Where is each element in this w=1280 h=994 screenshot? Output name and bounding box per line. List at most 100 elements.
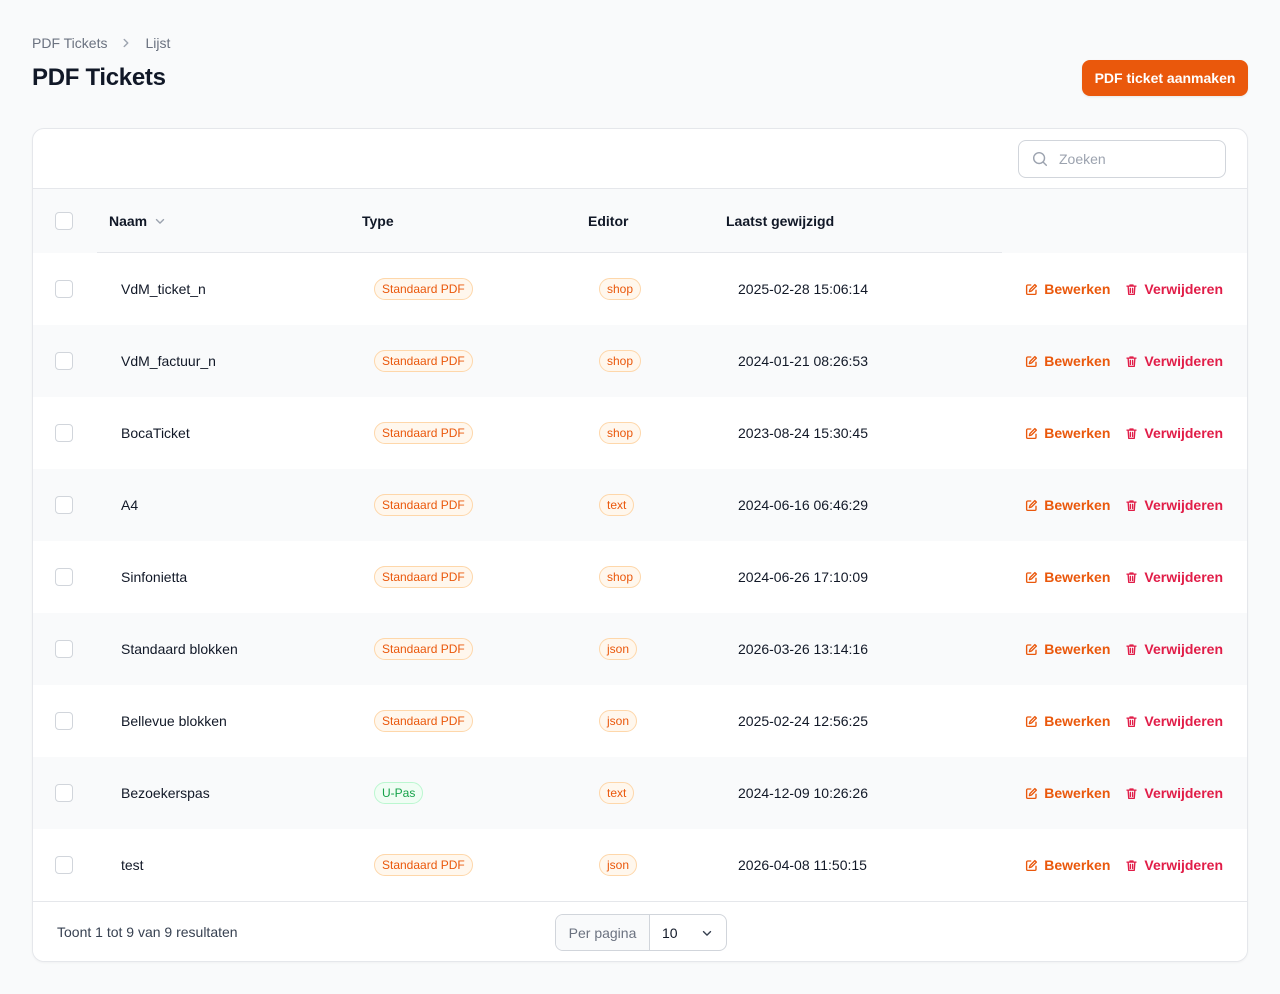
- edit-button[interactable]: Bewerken: [1024, 569, 1110, 585]
- row-checkbox[interactable]: [55, 856, 73, 874]
- table-body: VdM_ticket_n Standaard PDF shop 2025-02-…: [33, 253, 1247, 901]
- row-name: VdM_ticket_n: [121, 281, 206, 297]
- trash-icon: [1126, 355, 1138, 367]
- page-title: PDF Tickets: [32, 64, 166, 91]
- create-pdf-ticket-button[interactable]: PDF ticket aanmaken: [1082, 60, 1248, 96]
- column-header-name[interactable]: Naam: [109, 189, 167, 253]
- editor-badge: shop: [599, 350, 642, 372]
- table-row: A4 Standaard PDF text 2024-06-16 06:46:2…: [33, 469, 1247, 541]
- per-page-label: Per pagina: [556, 915, 650, 950]
- column-header-name-label: Naam: [109, 213, 148, 229]
- delete-button[interactable]: Verwijderen: [1124, 857, 1223, 873]
- editor-badge: json: [599, 710, 638, 732]
- delete-button[interactable]: Verwijderen: [1124, 497, 1223, 513]
- editor-badge: shop: [599, 566, 642, 588]
- row-checkbox[interactable]: [55, 424, 73, 442]
- row-name: Bellevue blokken: [121, 713, 227, 729]
- table-row: VdM_factuur_n Standaard PDF shop 2024-01…: [33, 325, 1247, 397]
- edit-button[interactable]: Bewerken: [1024, 857, 1110, 873]
- table-row: BocaTicket Standaard PDF shop 2023-08-24…: [33, 397, 1247, 469]
- row-name: BocaTicket: [121, 425, 190, 441]
- table-row: Sinfonietta Standaard PDF shop 2024-06-2…: [33, 541, 1247, 613]
- per-page-selector[interactable]: Per pagina 10: [555, 914, 727, 951]
- edit-icon: [1026, 427, 1038, 439]
- row-name: Bezoekerspas: [121, 785, 210, 801]
- edit-button[interactable]: Bewerken: [1024, 713, 1110, 729]
- type-badge: Standaard PDF: [374, 638, 473, 660]
- edit-button-label: Bewerken: [1044, 281, 1111, 297]
- delete-button-label: Verwijderen: [1144, 353, 1223, 369]
- breadcrumb: PDF Tickets Lijst: [32, 35, 170, 51]
- delete-button[interactable]: Verwijderen: [1124, 281, 1223, 297]
- delete-button[interactable]: Verwijderen: [1124, 713, 1223, 729]
- row-name: test: [121, 857, 144, 873]
- edit-icon: [1026, 643, 1038, 655]
- row-actions: Bewerken Verwijderen: [1024, 325, 1223, 397]
- type-badge: Standaard PDF: [374, 494, 473, 516]
- chevron-right-icon: [119, 36, 133, 50]
- row-checkbox[interactable]: [55, 352, 73, 370]
- trash-icon: [1126, 427, 1138, 439]
- row-type-cell: Standaard PDF: [374, 613, 473, 685]
- editor-badge: json: [599, 638, 638, 660]
- edit-button[interactable]: Bewerken: [1024, 353, 1110, 369]
- row-type-cell: Standaard PDF: [374, 325, 473, 397]
- row-editor-cell: shop: [599, 325, 642, 397]
- edit-icon: [1026, 499, 1038, 511]
- search-box[interactable]: [1018, 140, 1226, 178]
- edit-button[interactable]: Bewerken: [1024, 425, 1110, 441]
- delete-button-label: Verwijderen: [1144, 857, 1223, 873]
- edit-button-label: Bewerken: [1044, 497, 1111, 513]
- edit-button[interactable]: Bewerken: [1024, 497, 1110, 513]
- delete-button[interactable]: Verwijderen: [1124, 641, 1223, 657]
- table-row: Bellevue blokken Standaard PDF json 2025…: [33, 685, 1247, 757]
- row-editor-cell: json: [599, 829, 638, 901]
- edit-icon: [1026, 355, 1038, 367]
- row-name: Standaard blokken: [121, 641, 238, 657]
- type-badge: Standaard PDF: [374, 854, 473, 876]
- select-all-checkbox[interactable]: [55, 212, 73, 230]
- tickets-table-card: Naam Type Editor Laatst gewijzigd VdM_ti…: [32, 128, 1248, 962]
- row-actions: Bewerken Verwijderen: [1024, 541, 1223, 613]
- per-page-select[interactable]: 10: [650, 915, 726, 950]
- row-checkbox[interactable]: [55, 784, 73, 802]
- type-badge: U-Pas: [374, 782, 424, 804]
- search-input[interactable]: [1059, 151, 1209, 167]
- row-modified: 2023-08-24 15:30:45: [738, 425, 868, 441]
- row-editor-cell: json: [599, 613, 638, 685]
- edit-button[interactable]: Bewerken: [1024, 641, 1110, 657]
- row-modified: 2026-04-08 11:50:15: [738, 857, 867, 873]
- delete-button-label: Verwijderen: [1144, 425, 1223, 441]
- row-name: VdM_factuur_n: [121, 353, 216, 369]
- edit-button-label: Bewerken: [1044, 353, 1111, 369]
- breadcrumb-root-link[interactable]: PDF Tickets: [32, 35, 108, 51]
- delete-button[interactable]: Verwijderen: [1124, 425, 1223, 441]
- row-checkbox[interactable]: [55, 712, 73, 730]
- column-header-type: Type: [362, 213, 394, 229]
- row-modified: 2025-02-24 12:56:25: [738, 713, 868, 729]
- row-actions: Bewerken Verwijderen: [1024, 397, 1223, 469]
- row-actions: Bewerken Verwijderen: [1024, 469, 1223, 541]
- row-actions: Bewerken Verwijderen: [1024, 757, 1223, 829]
- row-editor-cell: shop: [599, 397, 642, 469]
- edit-icon: [1026, 859, 1038, 871]
- edit-button[interactable]: Bewerken: [1024, 785, 1110, 801]
- row-actions: Bewerken Verwijderen: [1024, 613, 1223, 685]
- delete-button[interactable]: Verwijderen: [1124, 569, 1223, 585]
- row-editor-cell: text: [599, 469, 635, 541]
- row-type-cell: Standaard PDF: [374, 469, 473, 541]
- row-editor-cell: shop: [599, 541, 642, 613]
- row-checkbox[interactable]: [55, 280, 73, 298]
- row-type-cell: Standaard PDF: [374, 397, 473, 469]
- delete-button-label: Verwijderen: [1144, 281, 1223, 297]
- row-modified: 2024-06-26 17:10:09: [738, 569, 868, 585]
- edit-button-label: Bewerken: [1044, 641, 1111, 657]
- delete-button[interactable]: Verwijderen: [1124, 785, 1223, 801]
- delete-button[interactable]: Verwijderen: [1124, 353, 1223, 369]
- edit-button[interactable]: Bewerken: [1024, 281, 1110, 297]
- edit-button-label: Bewerken: [1044, 569, 1111, 585]
- row-checkbox[interactable]: [55, 496, 73, 514]
- row-checkbox[interactable]: [55, 640, 73, 658]
- row-checkbox[interactable]: [55, 568, 73, 586]
- table-header: Naam Type Editor Laatst gewijzigd: [33, 189, 1247, 253]
